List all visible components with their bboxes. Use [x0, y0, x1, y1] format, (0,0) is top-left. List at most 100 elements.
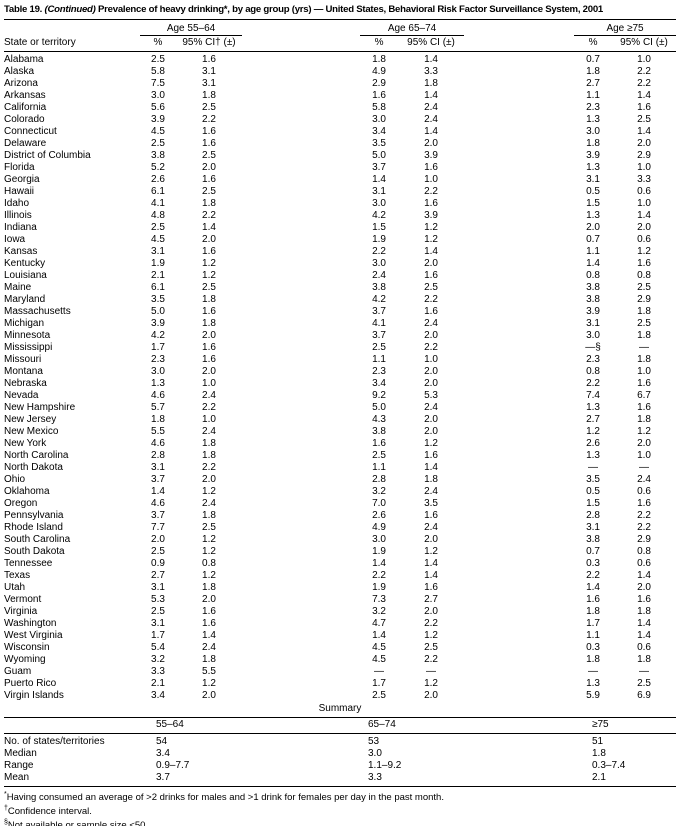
- value-cell: 3.0: [586, 330, 600, 341]
- value-cell: 1.1: [372, 354, 386, 365]
- column-spacer: [464, 534, 574, 546]
- column-spacer: [464, 366, 574, 378]
- state-name: Iowa: [4, 234, 26, 245]
- value-cell: 2.0: [202, 594, 216, 605]
- value-cell: 7.5: [151, 78, 165, 89]
- column-spacer: [464, 594, 574, 606]
- age-group-75-header: Age ≥75: [574, 20, 677, 36]
- value-cell: 1.6: [202, 618, 216, 629]
- value-cell: 2.9: [637, 294, 651, 305]
- state-name: Montana: [4, 366, 43, 377]
- value-cell: 3.5: [424, 498, 438, 509]
- value-cell: 1.3: [586, 162, 600, 173]
- value-cell: 4.1: [372, 318, 386, 329]
- value-cell: 3.4: [151, 690, 165, 701]
- value-cell: 0.9: [151, 558, 165, 569]
- value-cell: 2.2: [637, 522, 651, 533]
- state-name: Nebraska: [4, 378, 47, 389]
- value-cell: 7.3: [372, 594, 386, 605]
- state-name: Mississippi: [4, 342, 53, 353]
- value-cell: 1.2: [202, 486, 216, 497]
- column-spacer: [464, 498, 574, 510]
- column-spacer: [242, 594, 360, 606]
- column-spacer: [242, 462, 360, 474]
- state-name: Connecticut: [4, 126, 57, 137]
- ci-column-header: 95% CI (±): [398, 35, 465, 52]
- value-cell: 1.8: [424, 78, 438, 89]
- value-cell: 1.6: [202, 306, 216, 317]
- value-cell: 2.2: [586, 570, 600, 581]
- value-cell: 3.7: [151, 510, 165, 521]
- value-cell: 1.4: [424, 90, 438, 101]
- summary-row: Mean 3.7 3.3 2.1: [4, 772, 676, 787]
- table-row: New Hampshire 5.7 2.2 5.0 2.4 1.3 1.6: [4, 402, 676, 414]
- table-row: Washington 3.1 1.6 4.7 2.2 1.7 1.4: [4, 618, 676, 630]
- value-cell: 3.8: [586, 282, 600, 293]
- value-cell: 5.2: [151, 162, 165, 173]
- value-cell: 1.2: [424, 678, 438, 689]
- column-spacer: [464, 174, 574, 186]
- value-cell: 1.2: [202, 546, 216, 557]
- value-cell: 0.6: [637, 642, 651, 653]
- table-row: Missouri 2.3 1.6 1.1 1.0 2.3 1.8: [4, 354, 676, 366]
- value-cell: 1.4: [424, 54, 438, 65]
- column-spacer: [242, 246, 360, 258]
- value-cell: 3.2: [372, 486, 386, 497]
- column-spacer: [464, 414, 574, 426]
- value-cell: 4.2: [372, 210, 386, 221]
- column-spacer: [242, 52, 360, 67]
- value-cell: 5.3: [424, 390, 438, 401]
- table-row: Georgia 2.6 1.6 1.4 1.0 3.1 3.3: [4, 174, 676, 186]
- state-name: Alaska: [4, 66, 35, 77]
- value-cell: 2.9: [637, 150, 651, 161]
- column-spacer: [464, 52, 574, 67]
- value-cell: 1.0: [637, 54, 651, 65]
- value-cell: 4.7: [372, 618, 386, 629]
- value-cell: 2.7: [586, 414, 600, 425]
- value-cell: 3.3: [424, 66, 438, 77]
- value-cell: 1.8: [202, 450, 216, 461]
- value-cell: 3.1: [151, 618, 165, 629]
- value-cell: 1.8: [202, 438, 216, 449]
- value-cell: 1.0: [637, 198, 651, 209]
- value-cell: 3.4: [372, 126, 386, 137]
- summary-value: 3.7: [156, 772, 170, 783]
- table-row: Delaware 2.5 1.6 3.5 2.0 1.8 2.0: [4, 138, 676, 150]
- table-row: District of Columbia 3.8 2.5 5.0 3.9 3.9 2.9: [4, 150, 676, 162]
- value-cell: 1.9: [372, 582, 386, 593]
- value-cell: 2.2: [202, 402, 216, 413]
- column-spacer: [464, 558, 574, 570]
- value-cell: 2.5: [151, 222, 165, 233]
- column-spacer: [464, 462, 574, 474]
- value-cell: 1.4: [424, 126, 438, 137]
- value-cell: 2.2: [372, 246, 386, 257]
- value-cell: 1.6: [202, 606, 216, 617]
- value-cell: 1.4: [637, 630, 651, 641]
- value-cell: 2.1: [151, 678, 165, 689]
- value-cell: 3.8: [372, 426, 386, 437]
- column-spacer: [242, 426, 360, 438]
- column-spacer: [464, 450, 574, 462]
- value-cell: 2.2: [424, 294, 438, 305]
- table-row: South Dakota 2.5 1.2 1.9 1.2 0.7 0.8: [4, 546, 676, 558]
- table-row: Wisconsin 5.4 2.4 4.5 2.5 0.3 0.6: [4, 642, 676, 654]
- value-cell: 0.8: [586, 366, 600, 377]
- column-spacer: [242, 102, 360, 114]
- value-cell: 1.4: [424, 246, 438, 257]
- value-cell: 1.8: [424, 474, 438, 485]
- column-spacer: [242, 606, 360, 618]
- table-row: North Dakota 3.1 2.2 1.1 1.4 — —: [4, 462, 676, 474]
- value-cell: 4.6: [151, 438, 165, 449]
- value-cell: 2.8: [151, 450, 165, 461]
- value-cell: 1.0: [424, 354, 438, 365]
- value-cell: 1.4: [202, 222, 216, 233]
- value-cell: 1.2: [424, 438, 438, 449]
- value-cell: 2.5: [372, 450, 386, 461]
- column-spacer: [242, 354, 360, 366]
- column-spacer: [242, 450, 360, 462]
- value-cell: 2.2: [586, 378, 600, 389]
- summary-header-spacer: [4, 718, 152, 734]
- value-cell: 2.4: [202, 498, 216, 509]
- value-cell: 1.2: [202, 570, 216, 581]
- column-spacer: [242, 234, 360, 246]
